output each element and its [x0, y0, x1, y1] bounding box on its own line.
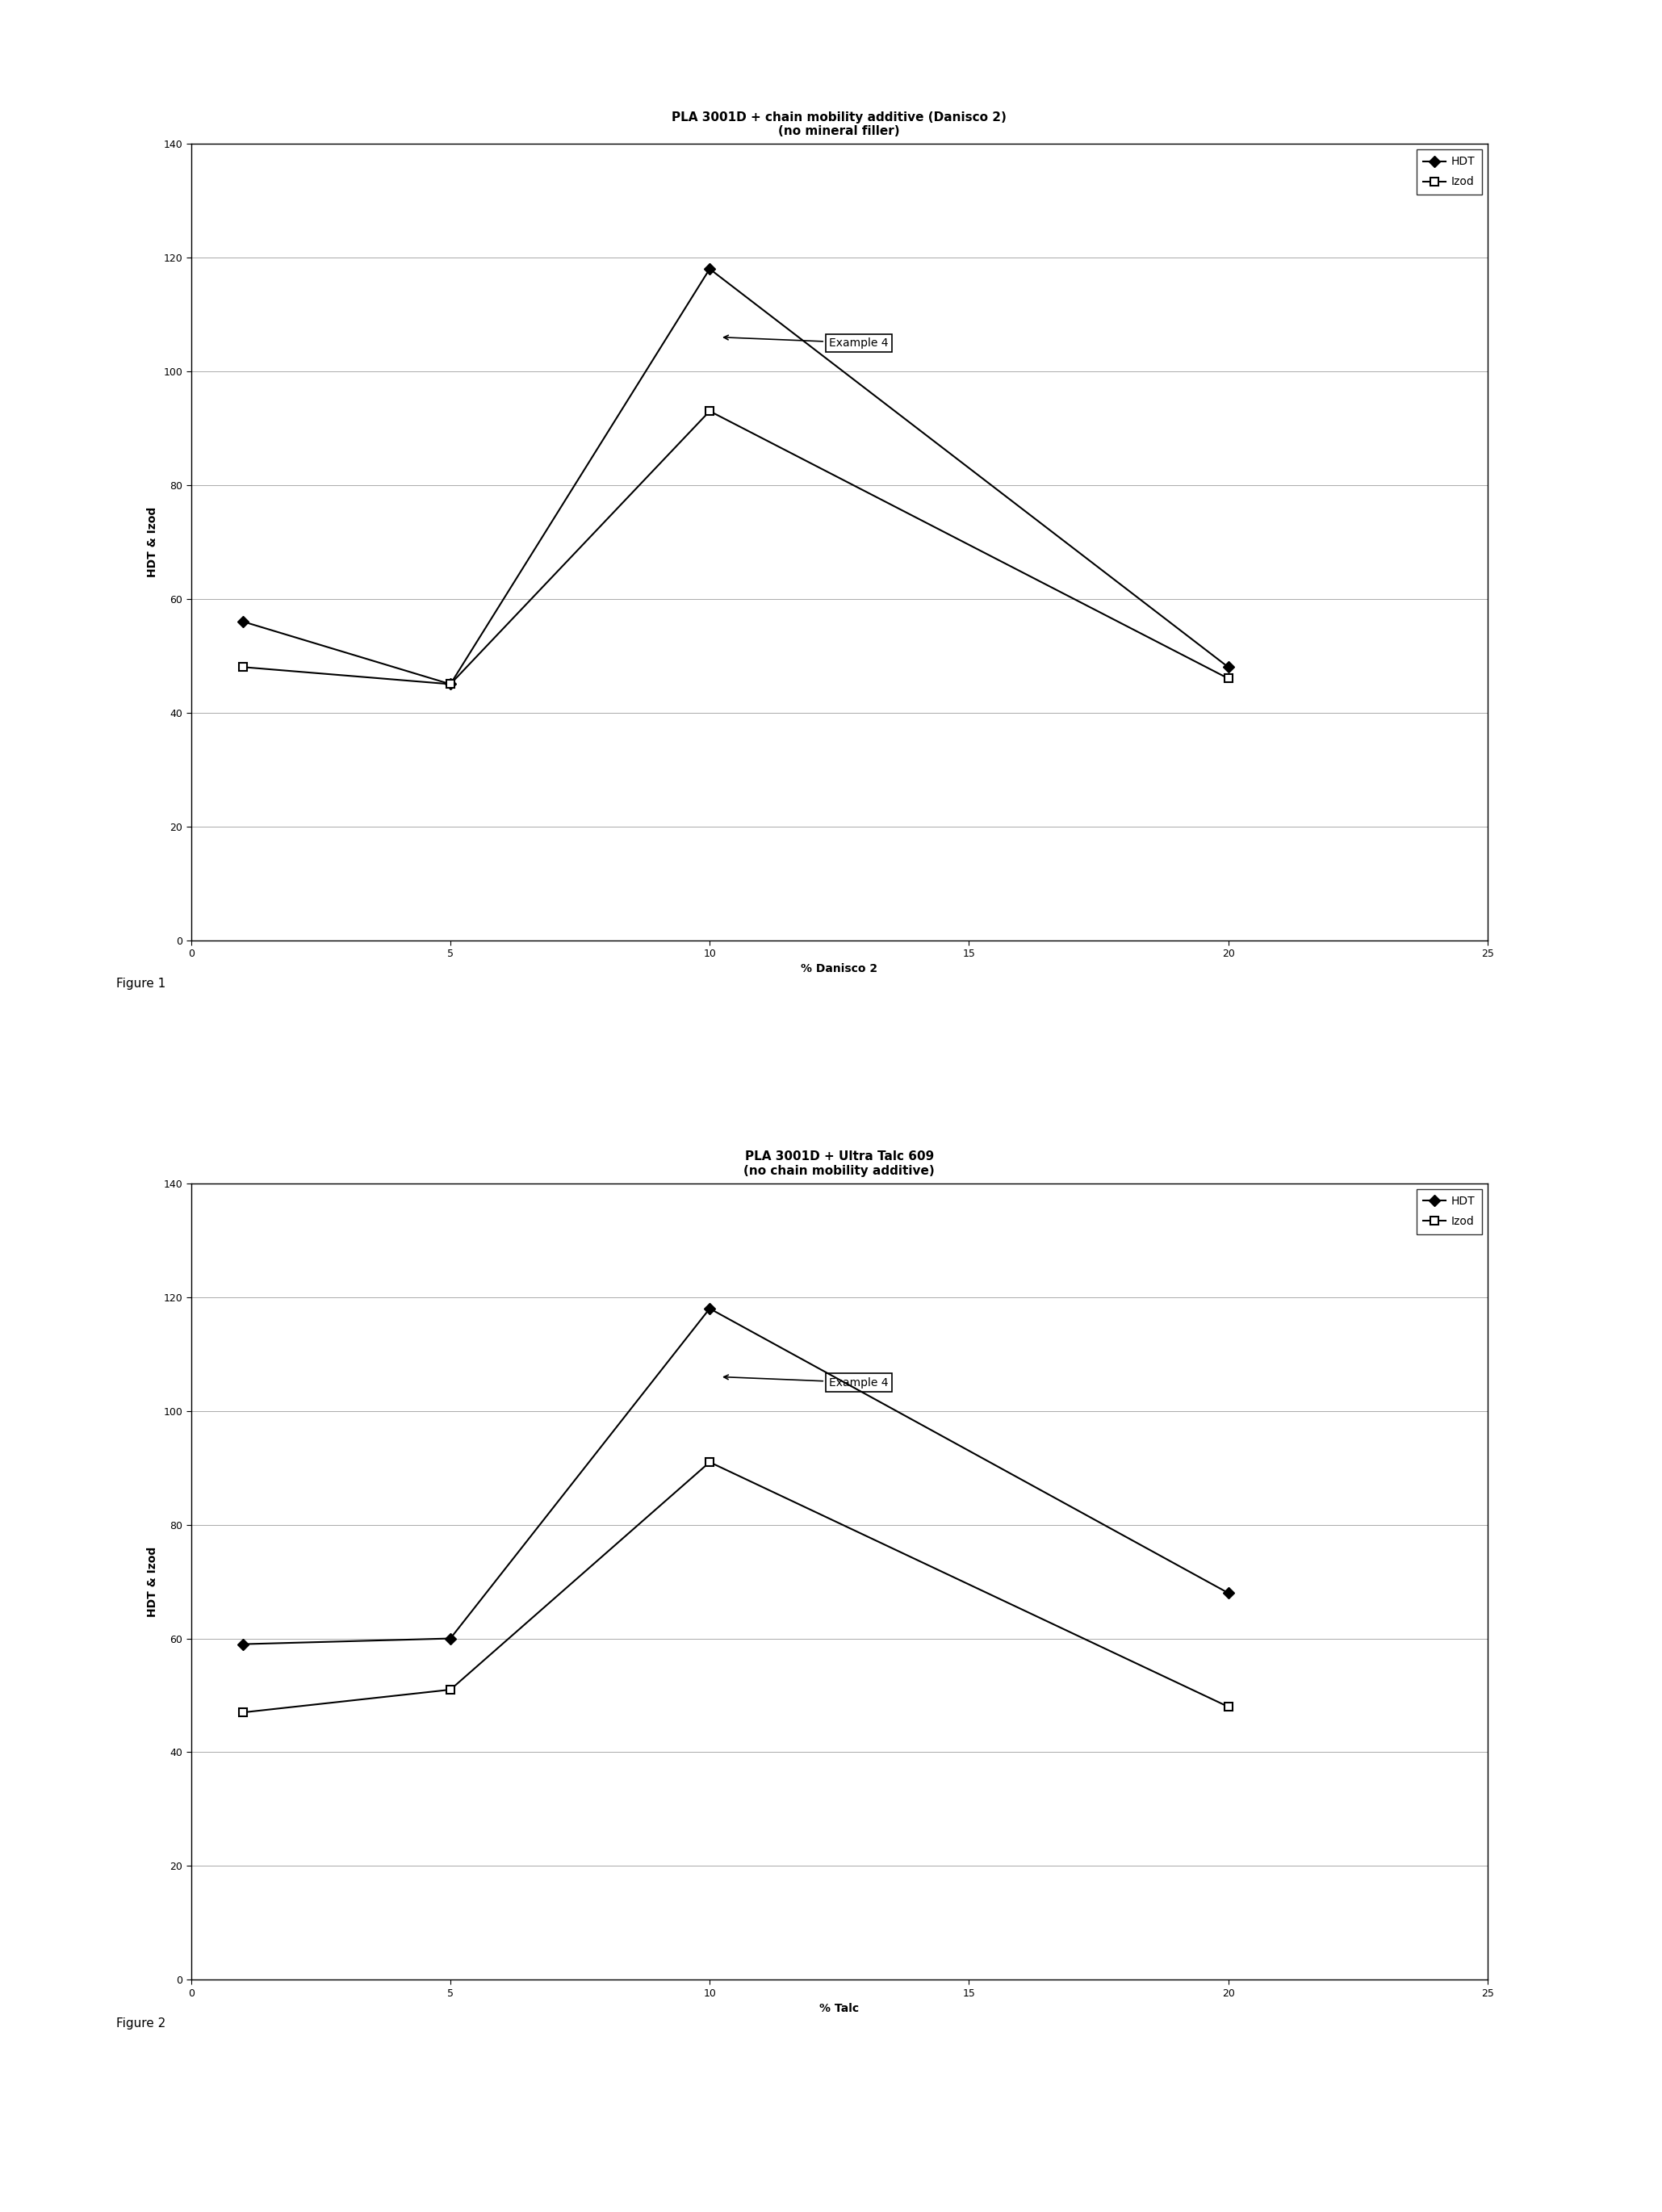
- Izod: [700, 398, 720, 425]
- Text: Example 4: Example 4: [723, 336, 888, 349]
- Title: PLA 3001D + Ultra Talc 609
(no chain mobility additive): PLA 3001D + Ultra Talc 609 (no chain mob…: [745, 1150, 934, 1177]
- HDT: [233, 1630, 253, 1657]
- Line: Izod: Izod: [239, 1458, 1232, 1717]
- Line: Izod: Izod: [239, 407, 1232, 688]
- HDT: [233, 608, 253, 635]
- HDT: [700, 1296, 720, 1323]
- HDT: [1218, 655, 1238, 681]
- Y-axis label: HDT & Izod: HDT & Izod: [146, 507, 158, 577]
- Text: Example 4: Example 4: [723, 1376, 888, 1389]
- Izod: [440, 1677, 460, 1703]
- Legend: HDT, Izod: HDT, Izod: [1416, 150, 1483, 195]
- Izod: [700, 1449, 720, 1475]
- Y-axis label: HDT & Izod: HDT & Izod: [146, 1546, 158, 1617]
- Izod: [233, 1699, 253, 1725]
- Izod: [440, 670, 460, 697]
- Text: Figure 1: Figure 1: [116, 978, 166, 989]
- HDT: [440, 670, 460, 697]
- Izod: [1218, 666, 1238, 692]
- Izod: [233, 655, 253, 681]
- Line: HDT: HDT: [239, 1305, 1232, 1648]
- Line: HDT: HDT: [239, 265, 1232, 688]
- HDT: [700, 257, 720, 283]
- Legend: HDT, Izod: HDT, Izod: [1416, 1190, 1483, 1234]
- X-axis label: % Danisco 2: % Danisco 2: [801, 964, 878, 975]
- Izod: [1218, 1694, 1238, 1721]
- HDT: [1218, 1579, 1238, 1606]
- X-axis label: % Talc: % Talc: [819, 2004, 859, 2015]
- Text: Figure 2: Figure 2: [116, 2017, 166, 2028]
- Title: PLA 3001D + chain mobility additive (Danisco 2)
(no mineral filler): PLA 3001D + chain mobility additive (Dan…: [671, 111, 1007, 137]
- HDT: [440, 1626, 460, 1652]
